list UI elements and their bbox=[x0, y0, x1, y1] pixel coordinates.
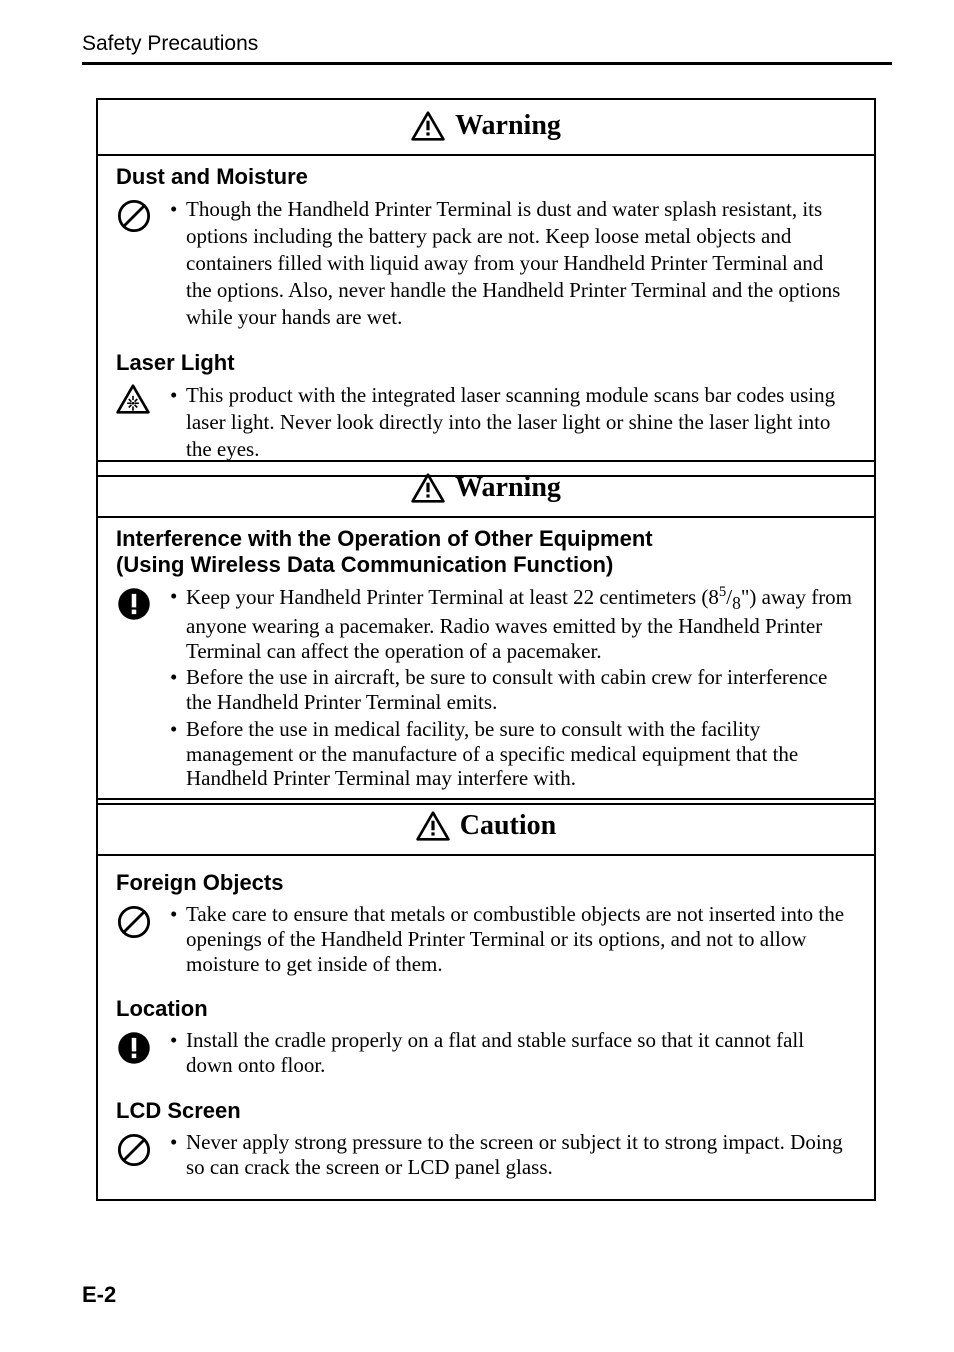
prohibit-icon bbox=[116, 1132, 152, 1168]
bullet: • Take care to ensure that metals or com… bbox=[170, 902, 854, 976]
bullet: • Never apply strong pressure to the scr… bbox=[170, 1130, 854, 1180]
laser-triangle-icon bbox=[116, 384, 150, 414]
caution-banner-text: Caution bbox=[460, 810, 556, 842]
mandatory-circle-icon bbox=[116, 1030, 152, 1066]
bullet-dot: • bbox=[170, 584, 186, 663]
warning-panel-2-body: Interference with the Operation of Other… bbox=[98, 516, 874, 803]
warning-panel-1-body: Dust and Moisture • Though the Handheld … bbox=[98, 154, 874, 475]
warning-triangle-icon bbox=[411, 473, 445, 503]
location-heading: Location bbox=[98, 988, 874, 1026]
laser-light-text: • This product with the integrated laser… bbox=[170, 382, 854, 465]
bullet: • Before the use in medical facility, be… bbox=[170, 717, 854, 791]
mandatory-icon-col bbox=[116, 1028, 170, 1080]
dust-moisture-heading: Dust and Moisture bbox=[98, 156, 874, 194]
caution-banner: Caution bbox=[98, 800, 874, 854]
bullet: • Install the cradle properly on a flat … bbox=[170, 1028, 854, 1078]
bullet-body: Before the use in medical facility, be s… bbox=[186, 717, 854, 791]
interference-heading-line1: Interference with the Operation of Other… bbox=[98, 518, 874, 552]
warning-banner-1-text: Warning bbox=[455, 110, 561, 142]
lcd-screen-heading: LCD Screen bbox=[98, 1090, 874, 1128]
prohibit-icon-col bbox=[116, 196, 170, 332]
bullet: • Keep your Handheld Printer Terminal at… bbox=[170, 584, 854, 663]
bullet-dot: • bbox=[170, 902, 186, 976]
warning-banner-2-text: Warning bbox=[455, 472, 561, 504]
warning-triangle-icon bbox=[411, 111, 445, 141]
mandatory-icon-col bbox=[116, 584, 170, 793]
prohibit-icon bbox=[116, 904, 152, 940]
bullet-body: Before the use in aircraft, be sure to c… bbox=[186, 665, 854, 715]
foreign-objects-text: • Take care to ensure that metals or com… bbox=[170, 902, 854, 978]
warning-banner-2: Warning bbox=[98, 462, 874, 516]
bullet: • Though the Handheld Printer Terminal i… bbox=[170, 196, 854, 330]
header-bar: Safety Precautions bbox=[82, 32, 892, 65]
warning-panel-1: Warning Dust and Moisture • Though the H… bbox=[96, 98, 876, 477]
warning-panel-2: Warning Interference with the Operation … bbox=[96, 460, 876, 805]
bullet-dot: • bbox=[170, 717, 186, 791]
interference-row: • Keep your Handheld Printer Terminal at… bbox=[98, 582, 874, 803]
caution-panel: Caution Foreign Objects • Take care to e… bbox=[96, 798, 876, 1201]
bullet-dot: • bbox=[170, 382, 186, 463]
laser-light-heading: Laser Light bbox=[98, 342, 874, 380]
bullet-body: Though the Handheld Printer Terminal is … bbox=[186, 196, 854, 330]
bullet-body: Take care to ensure that metals or combu… bbox=[186, 902, 854, 976]
prohibit-icon-col bbox=[116, 1130, 170, 1182]
bullet-body: Keep your Handheld Printer Terminal at l… bbox=[186, 584, 854, 663]
mandatory-circle-icon bbox=[116, 586, 152, 622]
dust-moisture-row: • Though the Handheld Printer Terminal i… bbox=[98, 194, 874, 342]
bullet-body: Never apply strong pressure to the scree… bbox=[186, 1130, 854, 1180]
location-row: • Install the cradle properly on a flat … bbox=[98, 1026, 874, 1090]
bullet-dot: • bbox=[170, 665, 186, 715]
bullet-dot: • bbox=[170, 196, 186, 330]
laser-icon-col bbox=[116, 382, 170, 465]
dust-moisture-text: • Though the Handheld Printer Terminal i… bbox=[170, 196, 854, 332]
foreign-objects-heading: Foreign Objects bbox=[98, 856, 874, 900]
bullet: • Before the use in aircraft, be sure to… bbox=[170, 665, 854, 715]
page-number: E-2 bbox=[82, 1282, 116, 1308]
lcd-screen-row: • Never apply strong pressure to the scr… bbox=[98, 1128, 874, 1200]
lcd-screen-text: • Never apply strong pressure to the scr… bbox=[170, 1130, 854, 1182]
bullet-body: Install the cradle properly on a flat an… bbox=[186, 1028, 854, 1078]
header-title: Safety Precautions bbox=[82, 32, 258, 55]
location-text: • Install the cradle properly on a flat … bbox=[170, 1028, 854, 1080]
bullet-dot: • bbox=[170, 1028, 186, 1078]
bullet: • This product with the integrated laser… bbox=[170, 382, 854, 463]
interference-text: • Keep your Handheld Printer Terminal at… bbox=[170, 584, 854, 793]
prohibit-icon bbox=[116, 198, 152, 234]
warning-banner-1: Warning bbox=[98, 100, 874, 154]
warning-triangle-icon bbox=[416, 811, 450, 841]
interference-heading-line2: (Using Wireless Data Communication Funct… bbox=[98, 552, 874, 582]
prohibit-icon-col bbox=[116, 902, 170, 978]
caution-panel-body: Foreign Objects • Take care to ensure th… bbox=[98, 854, 874, 1199]
foreign-objects-row: • Take care to ensure that metals or com… bbox=[98, 900, 874, 988]
bullet-body: This product with the integrated laser s… bbox=[186, 382, 854, 463]
page: Safety Precautions Warning Dust and Mois… bbox=[0, 0, 954, 1352]
bullet-dot: • bbox=[170, 1130, 186, 1180]
